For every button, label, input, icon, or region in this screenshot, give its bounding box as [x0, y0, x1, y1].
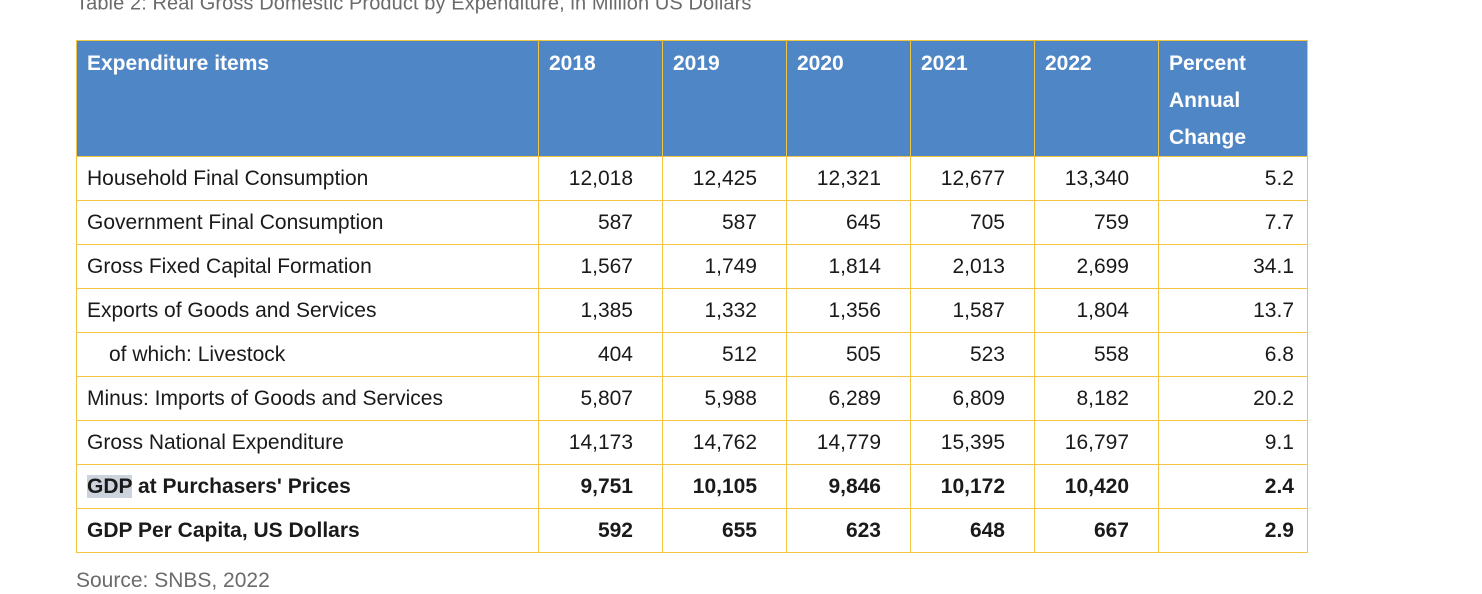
- cell-change: 6.8: [1158, 332, 1308, 377]
- table-row-livestock: of which: Livestock 404 512 505 523 558 …: [76, 332, 1308, 377]
- cell-2021: 10,172: [910, 464, 1035, 509]
- cell-2022: 2,699: [1034, 244, 1159, 289]
- cell-change: 2.4: [1158, 464, 1308, 509]
- header-change-line2: Annual: [1169, 89, 1241, 112]
- cell-2018: 404: [538, 332, 663, 377]
- cell-change: 34.1: [1158, 244, 1308, 289]
- header-row: Expenditure items 2018 2019 2020 2021 20…: [76, 40, 1308, 157]
- row-label: of which: Livestock: [76, 332, 539, 377]
- row-label-rest: at Purchasers' Prices: [132, 474, 351, 498]
- cell-2022: 13,340: [1034, 156, 1159, 201]
- cell-2019: 10,105: [662, 464, 787, 509]
- cell-2021: 15,395: [910, 420, 1035, 465]
- cell-change: 2.9: [1158, 508, 1308, 553]
- table-row-gfcf: Gross Fixed Capital Formation 1,567 1,74…: [76, 244, 1308, 289]
- cell-2018: 12,018: [538, 156, 663, 201]
- header-2022: 2022: [1034, 40, 1159, 157]
- footnote-mark[interactable]: 2: [757, 0, 764, 3]
- cell-2022: 1,804: [1034, 288, 1159, 333]
- row-label: Gross National Expenditure: [76, 420, 539, 465]
- cell-2019: 512: [662, 332, 787, 377]
- source-note: Source: SNBS, 2022: [76, 569, 270, 592]
- cell-2021: 648: [910, 508, 1035, 553]
- header-2021: 2021: [910, 40, 1035, 157]
- header-expenditure-items: Expenditure items: [76, 40, 539, 157]
- cell-2020: 12,321: [786, 156, 911, 201]
- cell-2020: 6,289: [786, 376, 911, 421]
- cell-2022: 16,797: [1034, 420, 1159, 465]
- gdp-expenditure-table: Expenditure items 2018 2019 2020 2021 20…: [76, 40, 1308, 553]
- cell-2018: 14,173: [538, 420, 663, 465]
- table-row-gdp-per-capita: GDP Per Capita, US Dollars 592 655 623 6…: [76, 508, 1308, 553]
- header-change-line3: Change: [1169, 126, 1247, 149]
- cell-2021: 6,809: [910, 376, 1035, 421]
- table-row-government: Government Final Consumption 587 587 645…: [76, 200, 1308, 245]
- header-change-line1: Percent: [1169, 52, 1247, 75]
- table-row-imports: Minus: Imports of Goods and Services 5,8…: [76, 376, 1308, 421]
- cell-2020: 645: [786, 200, 911, 245]
- row-label: GDP at Purchasers' Prices: [76, 464, 539, 509]
- caption-text: Table 2: Real Gross Domestic Product by …: [76, 0, 752, 15]
- table-caption: Table 2: Real Gross Domestic Product by …: [76, 0, 764, 16]
- cell-2018: 5,807: [538, 376, 663, 421]
- row-label: Government Final Consumption: [76, 200, 539, 245]
- cell-2020: 14,779: [786, 420, 911, 465]
- cell-2021: 2,013: [910, 244, 1035, 289]
- cell-2018: 1,385: [538, 288, 663, 333]
- cell-2019: 5,988: [662, 376, 787, 421]
- header-2020: 2020: [786, 40, 911, 157]
- row-label: Gross Fixed Capital Formation: [76, 244, 539, 289]
- cell-2018: 592: [538, 508, 663, 553]
- cell-2018: 9,751: [538, 464, 663, 509]
- cell-2021: 12,677: [910, 156, 1035, 201]
- cell-2020: 505: [786, 332, 911, 377]
- cell-change: 13.7: [1158, 288, 1308, 333]
- row-label: Exports of Goods and Services: [76, 288, 539, 333]
- cell-2020: 1,814: [786, 244, 911, 289]
- table-row-exports: Exports of Goods and Services 1,385 1,33…: [76, 288, 1308, 333]
- row-label: Household Final Consumption: [76, 156, 539, 201]
- cell-2022: 667: [1034, 508, 1159, 553]
- table-row-gdp: GDP at Purchasers' Prices 9,751 10,105 9…: [76, 464, 1308, 509]
- cell-2019: 587: [662, 200, 787, 245]
- cell-2019: 12,425: [662, 156, 787, 201]
- cell-2021: 705: [910, 200, 1035, 245]
- gdp-selected-text[interactable]: GDP: [87, 474, 133, 498]
- cell-change: 9.1: [1158, 420, 1308, 465]
- cell-change: 20.2: [1158, 376, 1308, 421]
- row-label: Minus: Imports of Goods and Services: [76, 376, 539, 421]
- table-row-gne: Gross National Expenditure 14,173 14,762…: [76, 420, 1308, 465]
- cell-2021: 523: [910, 332, 1035, 377]
- cell-2022: 759: [1034, 200, 1159, 245]
- cell-2020: 9,846: [786, 464, 911, 509]
- cell-change: 7.7: [1158, 200, 1308, 245]
- cell-change: 5.2: [1158, 156, 1308, 201]
- cell-2022: 10,420: [1034, 464, 1159, 509]
- cell-2018: 1,567: [538, 244, 663, 289]
- cell-2020: 1,356: [786, 288, 911, 333]
- cell-2019: 655: [662, 508, 787, 553]
- row-label: GDP Per Capita, US Dollars: [76, 508, 539, 553]
- header-2019: 2019: [662, 40, 787, 157]
- cell-2021: 1,587: [910, 288, 1035, 333]
- cell-2019: 14,762: [662, 420, 787, 465]
- cell-2020: 623: [786, 508, 911, 553]
- cell-2022: 8,182: [1034, 376, 1159, 421]
- table-row-household: Household Final Consumption 12,018 12,42…: [76, 156, 1308, 201]
- header-percent-annual-change: Percent Annual Change: [1158, 40, 1308, 157]
- cell-2022: 558: [1034, 332, 1159, 377]
- cell-2018: 587: [538, 200, 663, 245]
- cell-2019: 1,332: [662, 288, 787, 333]
- header-2018: 2018: [538, 40, 663, 157]
- cell-2019: 1,749: [662, 244, 787, 289]
